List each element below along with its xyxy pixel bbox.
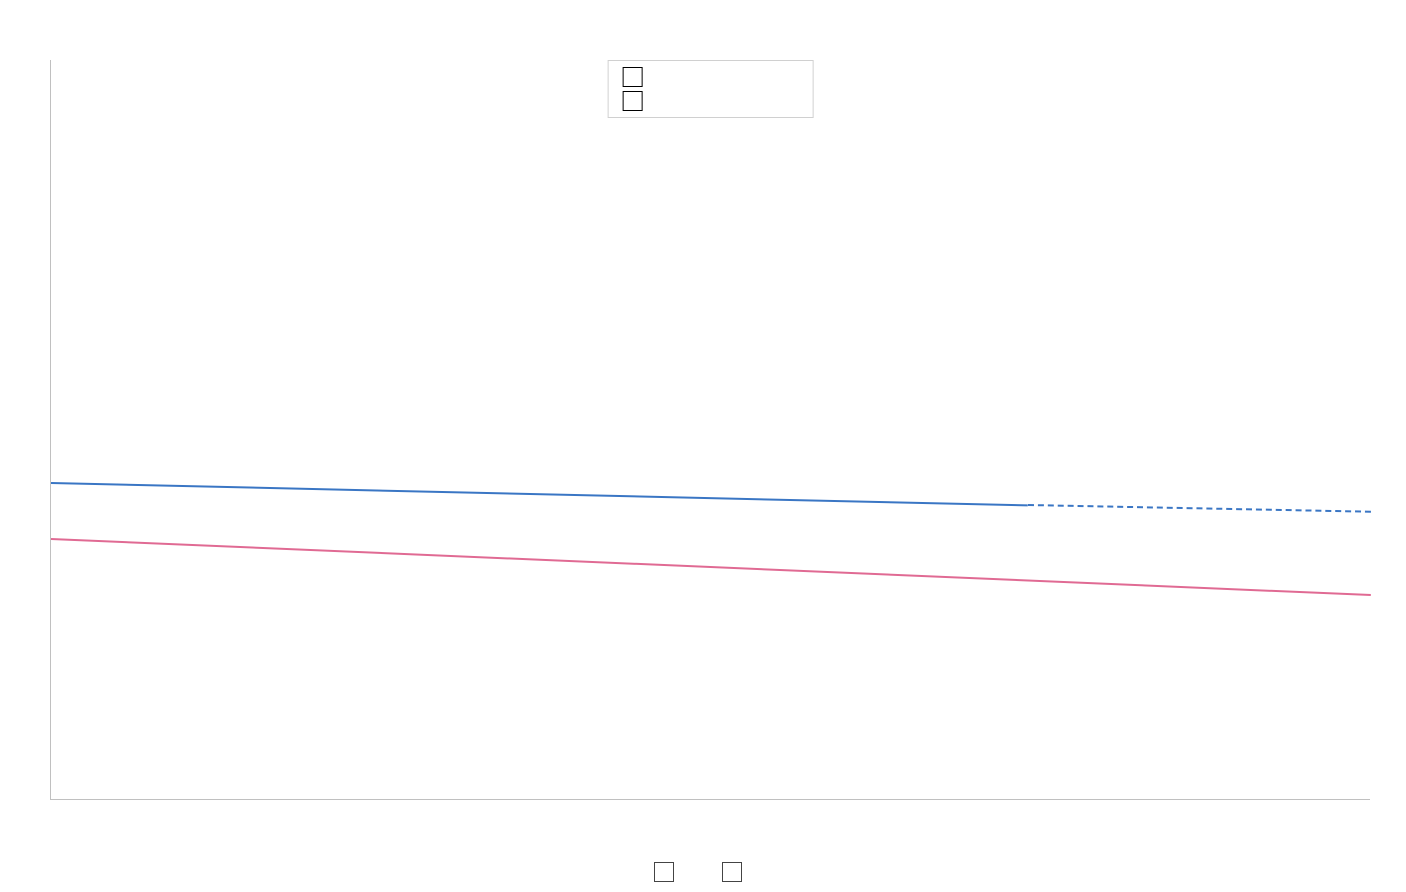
trend-line-extension	[1028, 504, 1371, 513]
legend-swatch-nigeria	[722, 862, 742, 882]
chart-plot-area	[50, 60, 1370, 800]
bottom-legend	[0, 862, 1406, 882]
stats-legend-box	[607, 60, 814, 118]
trend-line	[51, 538, 1371, 596]
legend-item-austria	[654, 862, 684, 882]
swatch-austria	[622, 67, 642, 87]
stats-row-austria	[622, 65, 799, 89]
swatch-nigeria	[622, 91, 642, 111]
legend-swatch-austria	[654, 862, 674, 882]
legend-item-nigeria	[722, 862, 752, 882]
stats-row-nigeria	[622, 89, 799, 113]
trend-line	[51, 482, 1028, 506]
